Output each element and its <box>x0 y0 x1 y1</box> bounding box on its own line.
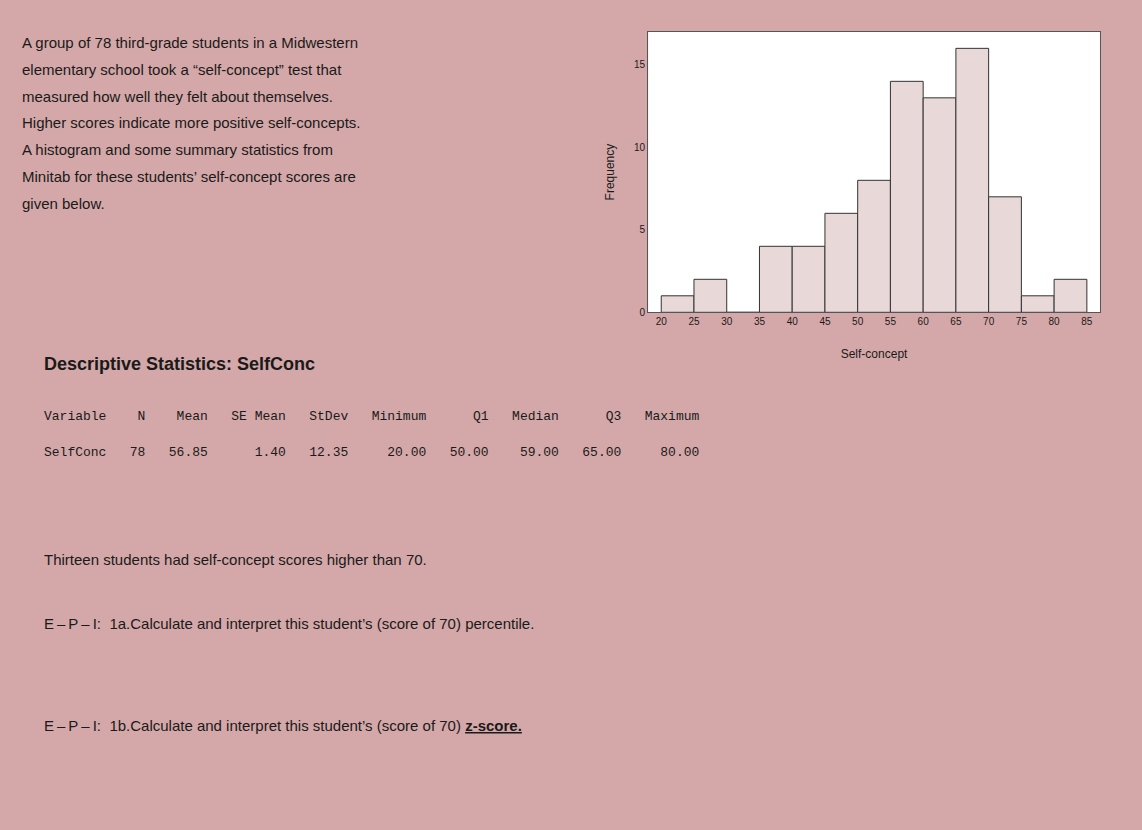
svg-text:35: 35 <box>754 316 766 327</box>
svg-text:85: 85 <box>1081 316 1093 327</box>
svg-text:Frequency: Frequency <box>603 144 617 201</box>
svg-text:50: 50 <box>852 316 864 327</box>
svg-text:25: 25 <box>688 316 700 327</box>
svg-text:Minitab for these students’ se: Minitab for these students’ self-concept… <box>22 168 356 185</box>
svg-text:E – P – I: 1a.Calculate and i: E – P – I: 1a.Calculate and interpret th… <box>44 615 534 632</box>
svg-text:75: 75 <box>1016 316 1028 327</box>
svg-text:65: 65 <box>950 316 962 327</box>
svg-text:80: 80 <box>1049 316 1061 327</box>
svg-text:Higher scores indicate more po: Higher scores indicate more positive sel… <box>22 114 360 131</box>
svg-text:E – P – I: 1b.Calculate and i: E – P – I: 1b.Calculate and interpret th… <box>44 717 522 734</box>
svg-text:55: 55 <box>885 316 897 327</box>
svg-text:SelfConc 78 56.85 1.4: SelfConc 78 56.85 1.40 12.35 20.00 50.00… <box>44 445 699 460</box>
svg-text:60: 60 <box>918 316 930 327</box>
svg-text:A histogram and some summary s: A histogram and some summary statistics … <box>22 141 333 158</box>
svg-text:Self-concept: Self-concept <box>841 347 908 361</box>
svg-text:elementary school took a “self: elementary school took a “self-concept” … <box>22 61 342 78</box>
svg-text:given below.: given below. <box>22 195 105 212</box>
svg-text:10: 10 <box>634 142 646 153</box>
svg-text:30: 30 <box>721 316 733 327</box>
svg-text:0: 0 <box>640 307 646 318</box>
svg-text:45: 45 <box>819 316 831 327</box>
svg-text:A group of 78 third-grade stud: A group of 78 third-grade students in a … <box>22 34 358 51</box>
svg-text:20: 20 <box>656 316 668 327</box>
svg-text:Thirteen students had self-con: Thirteen students had self-concept score… <box>44 551 427 568</box>
svg-text:15: 15 <box>634 59 646 70</box>
svg-text:measured how well they felt ab: measured how well they felt about themse… <box>22 88 333 105</box>
svg-text:70: 70 <box>983 316 995 327</box>
svg-text:Variable N Mean SE Mea: Variable N Mean SE Mean StDev Minimum Q1… <box>44 409 700 424</box>
svg-text:5: 5 <box>640 224 646 235</box>
svg-text:Descriptive Statistics: SelfCo: Descriptive Statistics: SelfConc <box>44 354 315 374</box>
svg-text:40: 40 <box>787 316 799 327</box>
